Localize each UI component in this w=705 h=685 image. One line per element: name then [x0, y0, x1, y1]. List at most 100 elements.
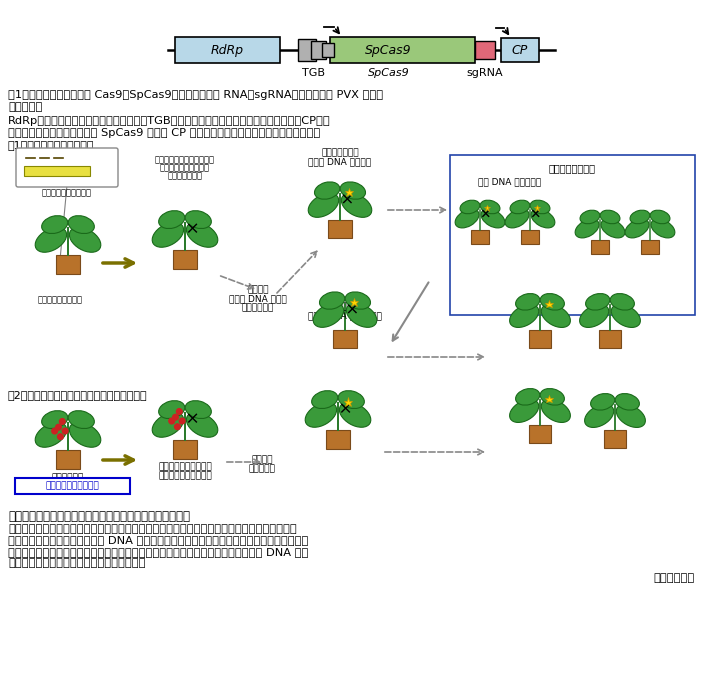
Text: （2）ウイルスベクターを用いたゲノム編集法: （2）ウイルスベクターを用いたゲノム編集法 [8, 390, 147, 400]
Text: SpCas9: SpCas9 [365, 44, 412, 56]
Bar [24, 166, 90, 176]
Circle shape [169, 418, 175, 424]
Text: RdRp：ウイルスの複製に必要な遺伝子。TGB：ウイルスの細胞間移行に必要な遺伝子。CP：外: RdRp：ウイルスの複製に必要な遺伝子。TGB：ウイルスの細胞間移行に必要な遺伝… [8, 116, 331, 126]
Ellipse shape [339, 402, 371, 427]
Circle shape [58, 434, 63, 440]
Text: （外来 DNA をもつ）: （外来 DNA をもつ） [309, 157, 372, 166]
Ellipse shape [312, 390, 338, 408]
Text: sgRNA: sgRNA [467, 68, 503, 78]
Bar [326, 430, 350, 449]
Ellipse shape [616, 404, 645, 427]
Ellipse shape [510, 304, 539, 327]
Circle shape [176, 409, 182, 414]
Ellipse shape [185, 211, 212, 229]
Text: 図1　化膿レンサ球菌由来 Cas9（SpCas9）およびガイド RNA（sgRNA）を発現する PVX ベクタ: 図1 化膿レンサ球菌由来 Cas9（SpCas9）およびガイド RNA（sgRN… [8, 90, 383, 100]
Text: ゲノム編集植物: ゲノム編集植物 [326, 302, 364, 311]
Text: （石橋和大）: （石橋和大） [654, 573, 695, 583]
Text: ウイルスベクター感染: ウイルスベクター感染 [46, 482, 99, 490]
Ellipse shape [586, 294, 610, 310]
Ellipse shape [308, 193, 338, 217]
Ellipse shape [584, 404, 614, 427]
Ellipse shape [611, 294, 634, 310]
Bar [333, 330, 357, 349]
Text: 図２　ウイルスベクターによる植物のゲノム編集法の概略: 図２ ウイルスベクターによる植物のゲノム編集法の概略 [8, 510, 190, 523]
Bar [175, 37, 280, 63]
Bar [529, 330, 551, 347]
Text: 被タンパク質遺伝子。矢印は SpCas9 および CP 遺伝子の発現に必要なプロモーター領域。: 被タンパク質遺伝子。矢印は SpCas9 および CP 遺伝子の発現に必要なプロ… [8, 128, 320, 138]
Bar [520, 230, 539, 245]
Bar [641, 240, 659, 254]
Text: 個体再生: 個体再生 [251, 455, 273, 464]
Ellipse shape [152, 412, 183, 437]
Ellipse shape [69, 227, 101, 252]
Ellipse shape [510, 200, 529, 214]
Ellipse shape [481, 209, 505, 228]
Text: る。この場合、交配後代で外来 DNA が除去されたゲノム編集植物を得る。（２）ウイルスベ: る。この場合、交配後代で外来 DNA が除去されたゲノム編集植物を得る。（２）ウ… [8, 535, 308, 545]
Ellipse shape [510, 399, 539, 423]
Ellipse shape [530, 200, 550, 214]
Ellipse shape [346, 303, 376, 327]
Ellipse shape [159, 211, 185, 229]
Text: ゲノム編集酵素が発現: ゲノム編集酵素が発現 [158, 471, 212, 480]
Text: による変異導入: による変異導入 [168, 171, 202, 180]
Text: たないゲノム編集個体を得ることができる。: たないゲノム編集個体を得ることができる。 [8, 558, 145, 569]
Text: （1）従来法（形質転換法）: （1）従来法（形質転換法） [8, 140, 94, 150]
Circle shape [62, 428, 68, 434]
Text: 個体再生: 個体再生 [247, 285, 269, 294]
Text: アグロバクテリウム: アグロバクテリウム [37, 295, 82, 304]
Ellipse shape [460, 200, 480, 214]
Bar [311, 41, 326, 59]
Bar [529, 425, 551, 443]
Ellipse shape [341, 193, 372, 217]
Text: 植物ゲノムに組み込まれた: 植物ゲノムに組み込まれた [155, 155, 215, 164]
Bar [328, 220, 352, 238]
Bar [471, 230, 489, 245]
Text: 交配後代での選抜: 交配後代での選抜 [549, 163, 596, 173]
Ellipse shape [615, 394, 639, 410]
Ellipse shape [580, 304, 608, 327]
Bar [475, 41, 495, 59]
Ellipse shape [580, 210, 600, 224]
Ellipse shape [540, 294, 565, 310]
Bar [15, 478, 130, 494]
Text: （１）従来法では、一旦ゲノム編集酵素を発現する遺伝子が導入された植物を作る必要があ: （１）従来法では、一旦ゲノム編集酵素を発現する遺伝子が導入された植物を作る必要が… [8, 524, 297, 534]
Ellipse shape [650, 210, 670, 224]
Ellipse shape [541, 304, 570, 327]
Circle shape [179, 418, 185, 424]
Ellipse shape [611, 304, 640, 327]
Ellipse shape [455, 209, 479, 228]
Bar [450, 155, 695, 315]
Ellipse shape [338, 390, 364, 408]
Bar [599, 330, 621, 347]
Bar [330, 37, 475, 63]
Text: （無選抜）: （無選抜） [249, 464, 276, 473]
Ellipse shape [531, 209, 555, 228]
Circle shape [173, 414, 178, 420]
Text: SpCas9: SpCas9 [367, 68, 410, 78]
Text: ゲノム編集植物: ゲノム編集植物 [321, 148, 359, 157]
Ellipse shape [345, 292, 371, 309]
Ellipse shape [480, 200, 500, 214]
Ellipse shape [515, 388, 540, 405]
Ellipse shape [515, 294, 540, 310]
Ellipse shape [575, 219, 599, 238]
Ellipse shape [42, 410, 68, 429]
Text: ゲノム編集酵素遺伝子: ゲノム編集酵素遺伝子 [160, 163, 210, 172]
Ellipse shape [625, 219, 649, 238]
Ellipse shape [541, 399, 570, 423]
Ellipse shape [540, 388, 565, 405]
Ellipse shape [42, 216, 68, 234]
FancyBboxPatch shape [16, 148, 118, 187]
Ellipse shape [68, 216, 94, 234]
Circle shape [59, 419, 65, 424]
Ellipse shape [186, 223, 218, 247]
Text: （外来 DNA をもつ: （外来 DNA をもつ [229, 294, 287, 303]
Ellipse shape [159, 401, 185, 419]
Bar [603, 430, 627, 447]
Text: TGB: TGB [302, 68, 326, 78]
Ellipse shape [630, 210, 650, 224]
Circle shape [56, 424, 61, 430]
Text: ーの概略図: ーの概略図 [8, 102, 42, 112]
Bar [56, 450, 80, 469]
Ellipse shape [341, 182, 365, 199]
